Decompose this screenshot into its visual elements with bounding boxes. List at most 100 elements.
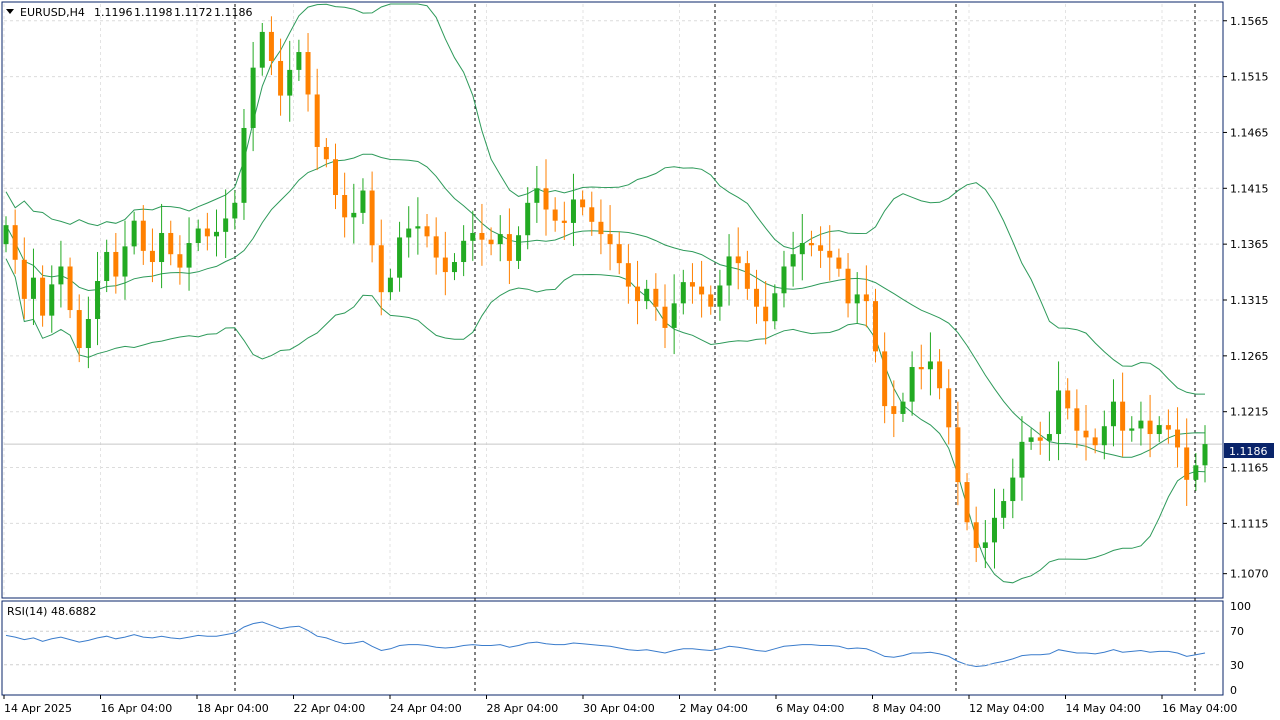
candle (625, 244, 631, 304)
candle (900, 392, 906, 422)
candle-body (1175, 429, 1181, 448)
candle-body (406, 228, 412, 238)
candle-body (863, 294, 869, 302)
period-separators (234, 4, 1196, 694)
candle-body (552, 209, 558, 221)
candle-body (616, 244, 622, 264)
candle-body (387, 277, 393, 293)
time-label: 24 Apr 04:00 (390, 702, 462, 715)
candle (1202, 425, 1208, 483)
candle-body (323, 146, 329, 160)
candle-body (1046, 434, 1052, 441)
candle (287, 40, 293, 122)
time-label: 30 Apr 04:00 (583, 702, 655, 715)
candle (1175, 407, 1181, 468)
candle-body (873, 301, 879, 352)
candle-body (305, 52, 311, 95)
candle-body (644, 288, 650, 302)
symbol-label: EURUSD,H4 (20, 6, 85, 19)
candle (982, 520, 988, 569)
candle (607, 205, 613, 271)
candle (854, 272, 860, 324)
candle (332, 143, 338, 210)
rsi-level-label: 100 (1230, 600, 1251, 613)
ohlc-open: 1.1196 (94, 6, 133, 19)
candle (506, 208, 512, 285)
candle-body (461, 240, 467, 263)
time-axis: 14 Apr 2025 16 Apr 04:00 18 Apr 04:00 22 Ap… (3, 695, 1237, 715)
candle-body (1184, 447, 1190, 480)
candle-body (763, 306, 769, 322)
candle-body (1129, 428, 1135, 431)
candle-body (671, 303, 677, 328)
candle (598, 199, 604, 255)
candle (140, 205, 146, 265)
candle-body (1110, 401, 1116, 427)
candle (268, 16, 274, 76)
candle-body (497, 234, 503, 245)
candle (451, 253, 457, 281)
candle (1010, 458, 1016, 519)
candle-body (140, 220, 146, 251)
candle (1147, 394, 1153, 458)
time-label: 22 Apr 04:00 (294, 702, 366, 715)
candle-body (369, 190, 375, 246)
candle (708, 285, 714, 315)
candle-body (1028, 437, 1034, 442)
price-axis: 1.1565 1.1515 1.1465 1.1415 1.1365 1.1315 1.12… (1223, 15, 1269, 581)
candle-body (342, 195, 348, 218)
price-label: 1.1465 (1230, 126, 1269, 139)
price-label: 1.1265 (1230, 350, 1269, 363)
time-label: 6 May 04:00 (776, 702, 844, 715)
candle-body (85, 318, 91, 349)
candle-body (625, 263, 631, 287)
candle-body (918, 367, 924, 370)
candle (278, 38, 284, 116)
ohlc-high: 1.1198 (134, 6, 173, 19)
candle (58, 240, 64, 308)
triangle-down-icon[interactable] (6, 9, 14, 14)
candle-body (451, 262, 457, 273)
candle (378, 219, 384, 316)
candle-body (479, 232, 485, 240)
candle-body (1083, 430, 1089, 438)
candle-body (891, 406, 897, 414)
price-label: 1.1315 (1230, 294, 1269, 307)
candle-body (232, 202, 238, 219)
candle (131, 211, 137, 255)
candle (104, 239, 110, 293)
candle (1193, 453, 1199, 491)
candle (1101, 410, 1107, 460)
candle (735, 227, 741, 290)
candle (406, 206, 412, 258)
candle-body (259, 31, 265, 68)
candle-body (937, 361, 943, 389)
candle-body (836, 257, 842, 269)
candle-body (95, 281, 101, 319)
candle (1092, 428, 1098, 454)
time-label: 12 May 04:00 (969, 702, 1044, 715)
candle-body (250, 67, 256, 128)
candle (21, 237, 27, 319)
candle (754, 269, 760, 324)
candle-body (332, 159, 338, 196)
chart-header[interactable]: EURUSD,H4 1.1196 1.1198 1.1172 1.1186 (6, 6, 253, 19)
candle-body (900, 401, 906, 414)
candle (232, 190, 238, 230)
candle (873, 288, 879, 363)
candle (799, 213, 805, 281)
candle-body (735, 256, 741, 264)
candle (95, 251, 101, 346)
candle-body (854, 294, 860, 304)
candle-body (543, 188, 549, 210)
candle-body (561, 220, 567, 223)
candle-body (214, 231, 220, 237)
candle-body (754, 288, 760, 307)
candle-body (717, 285, 723, 307)
candle (76, 294, 82, 363)
candle (214, 209, 220, 257)
candle (442, 231, 448, 296)
candle-body (76, 310, 82, 349)
candle (717, 269, 723, 321)
